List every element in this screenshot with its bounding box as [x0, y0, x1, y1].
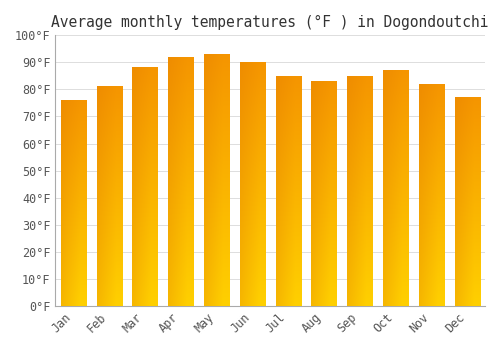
Title: Average monthly temperatures (°F ) in Dogondoutchi: Average monthly temperatures (°F ) in Do… [52, 15, 489, 30]
